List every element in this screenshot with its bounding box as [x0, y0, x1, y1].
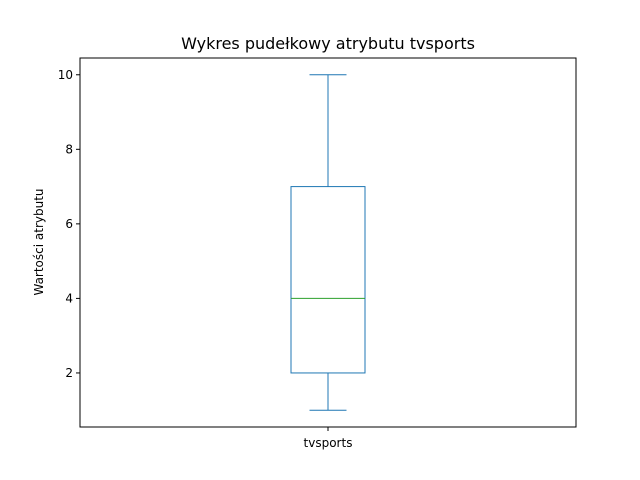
y-tick-label: 4: [65, 291, 73, 305]
y-axis: 2 4 6 8 10: [58, 68, 80, 380]
box-iqr: [290, 186, 366, 374]
y-axis-label: Wartości atrybutu: [32, 188, 46, 295]
y-tick-label: 8: [65, 142, 73, 156]
y-tick-label: 2: [65, 366, 73, 380]
chart-title: Wykres pudełkowy atrybutu tvsports: [181, 34, 475, 53]
box-series: [290, 74, 366, 411]
x-tick-label: tvsports: [304, 436, 353, 450]
y-tick-label: 6: [65, 217, 73, 231]
x-axis: tvsports: [304, 427, 353, 450]
y-tick-label: 10: [58, 68, 73, 82]
